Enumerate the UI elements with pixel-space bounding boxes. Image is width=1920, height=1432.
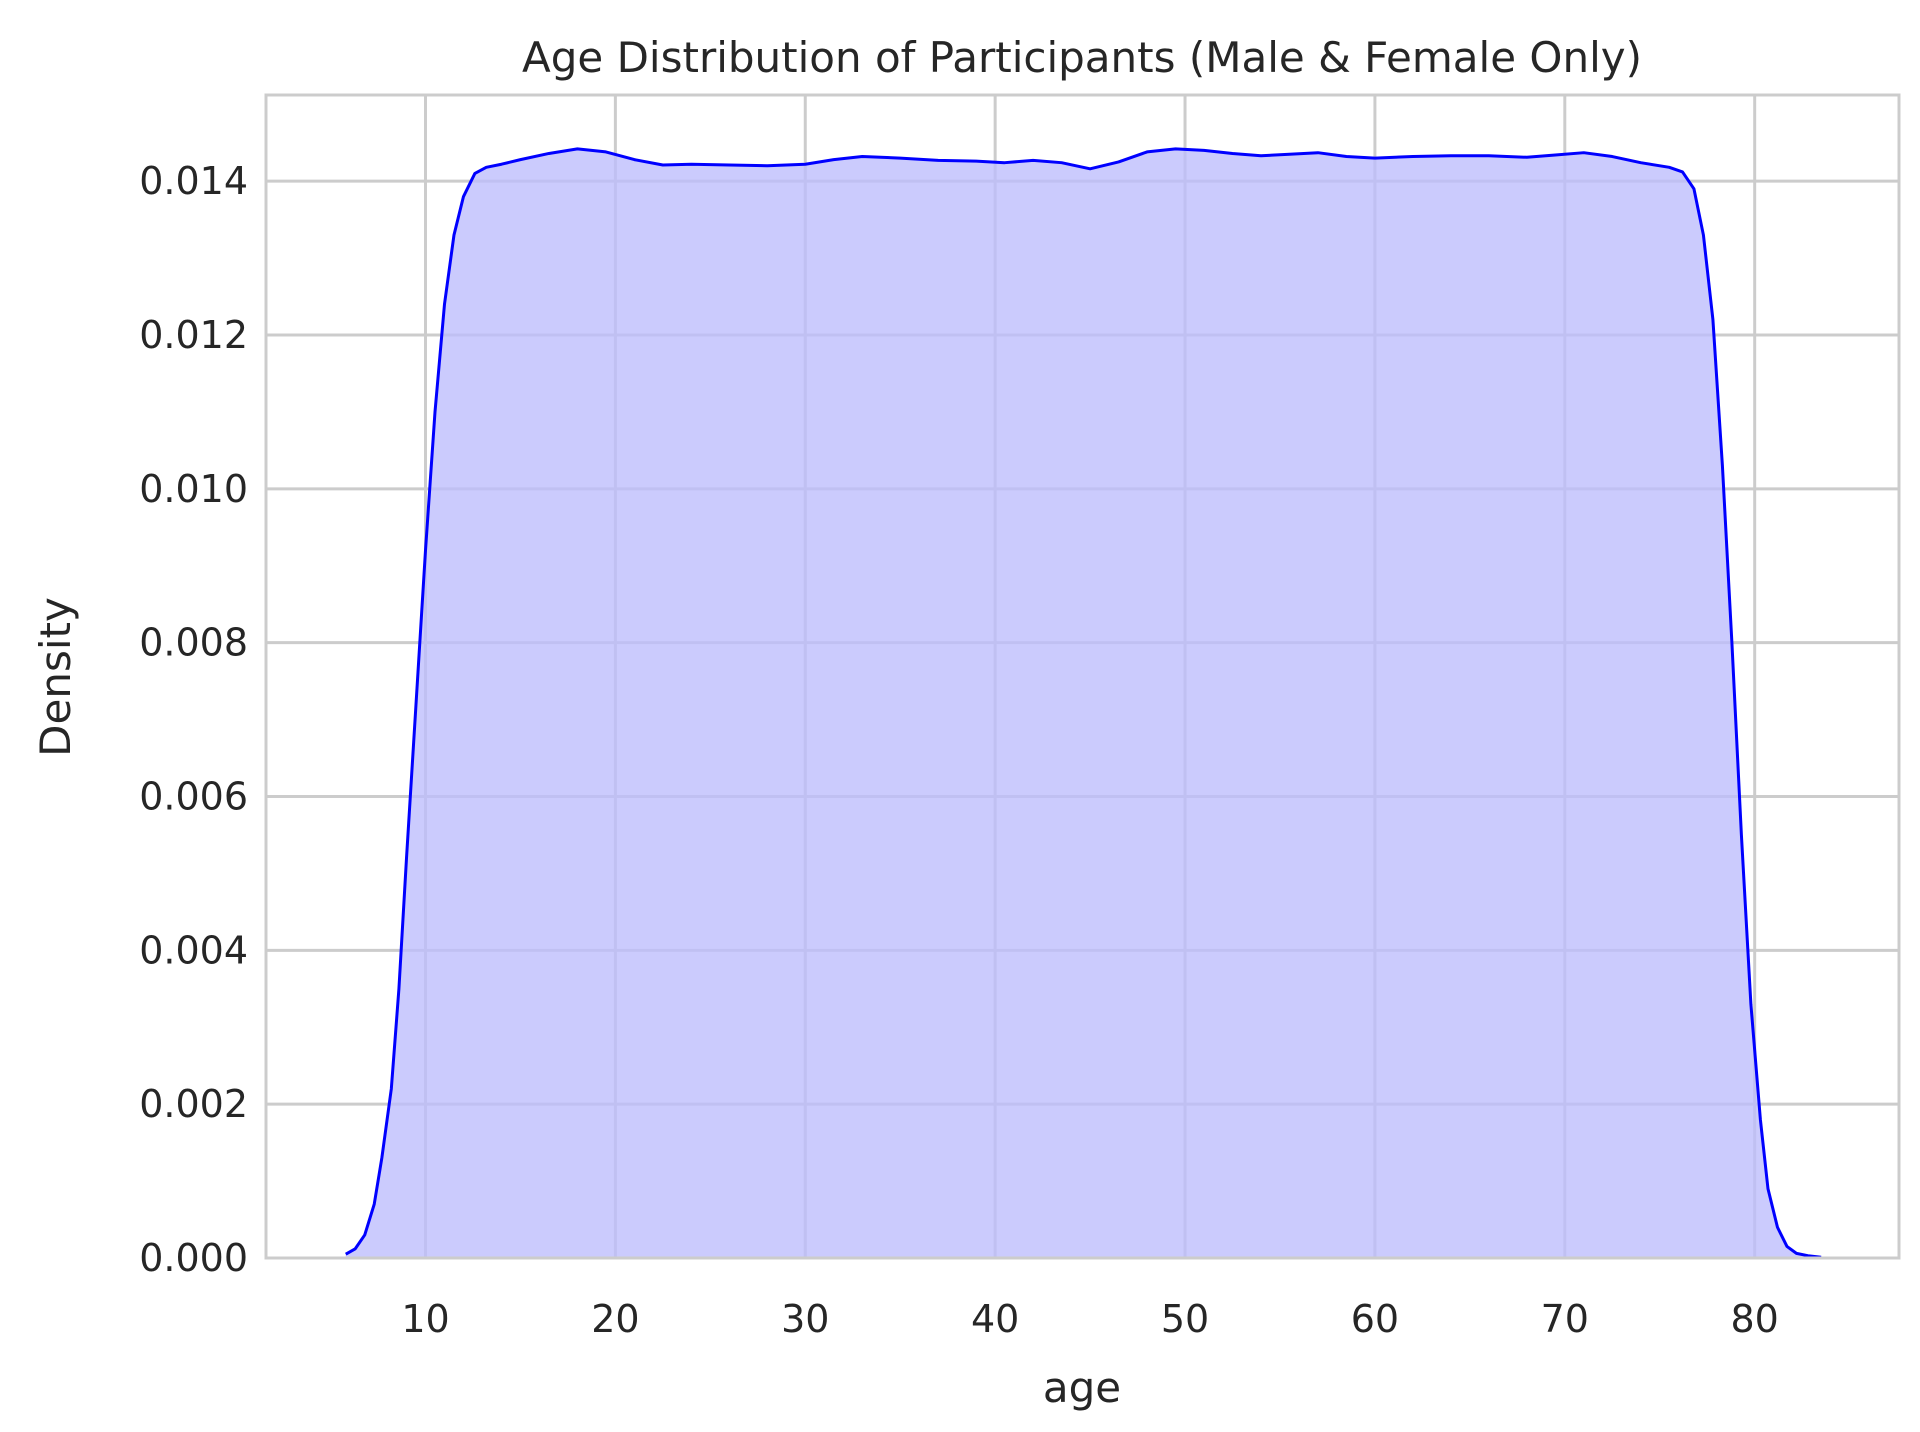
y-tick-labels: 0.000 0.002 0.004 0.006 0.008 0.010 0.012 0.014 [139,159,248,1280]
y-tick-label: 0.004 [139,928,248,972]
y-tick-label: 0.012 [139,313,248,357]
x-axis-label: age [1043,1363,1121,1412]
x-tick-label: 50 [1161,1297,1209,1341]
density-area [345,148,1822,1259]
chart-title: Age Distribution of Participants (Male &… [522,33,1642,82]
x-tick-label: 20 [591,1297,639,1341]
x-tick-label: 70 [1541,1297,1589,1341]
x-tick-label: 10 [401,1297,449,1341]
density-line [345,147,1822,1259]
y-tick-label: 0.008 [139,621,248,665]
y-axis-label: Density [31,597,80,757]
x-tick-label: 40 [971,1297,1019,1341]
y-tick-label: 0.014 [139,159,248,203]
x-tick-label: 80 [1731,1297,1779,1341]
x-tick-label: 30 [781,1297,829,1341]
y-tick-label: 0.000 [139,1236,248,1280]
x-tick-label: 60 [1351,1297,1399,1341]
series-layer [345,147,1822,1259]
y-tick-label: 0.006 [139,774,248,818]
y-tick-label: 0.010 [139,467,248,511]
x-tick-labels: 10 20 30 40 50 60 70 80 [401,1297,1779,1341]
y-tick-label: 0.002 [139,1082,248,1126]
plot-frame [264,93,1901,1260]
